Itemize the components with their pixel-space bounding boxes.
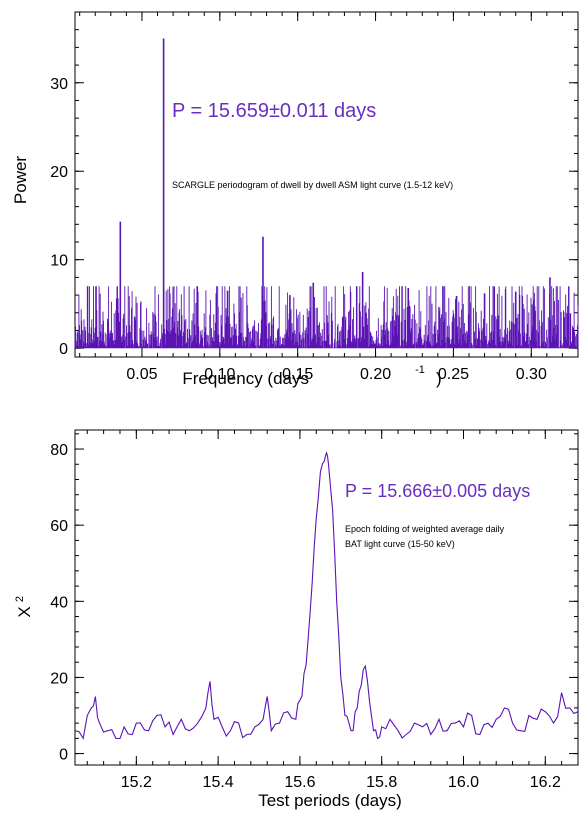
method-note: SCARGLE periodogram of dwell by dwell AS… — [172, 180, 453, 190]
y-axis-ticks: 0 20 40 60 80 — [50, 442, 578, 764]
x-tick-label: 16.0 — [448, 774, 479, 791]
chi-square-curve — [74, 451, 579, 740]
x-tick-label: 0.30 — [516, 366, 547, 383]
x-axis-label-close: ) — [436, 369, 442, 388]
y-tick-label: 60 — [50, 518, 68, 535]
y-tick-label: 0 — [59, 747, 68, 764]
x-tick-label: 0.25 — [438, 366, 469, 383]
x-axis-label: Frequency (days — [182, 369, 309, 388]
noise-floor — [74, 286, 579, 349]
x-axis-label-superscript: -1 — [415, 364, 425, 376]
x-axis-label: Test periods (days) — [258, 791, 402, 810]
y-axis-label: X — [15, 606, 34, 617]
x-tick-label: 16.2 — [530, 774, 561, 791]
x-axis-ticks: 0.05 0.10 0.15 0.20 0.25 0.30 — [126, 12, 547, 383]
method-note-line-2: BAT light curve (15-50 keV) — [345, 539, 455, 549]
y-axis-label-superscript: 2 — [14, 596, 26, 602]
x-tick-label: 0.10 — [204, 366, 235, 383]
y-tick-label: 40 — [50, 594, 68, 611]
x-tick-label: 15.2 — [121, 774, 152, 791]
y-axis-ticks: 0 10 20 30 — [50, 76, 578, 358]
y-tick-label: 20 — [50, 670, 68, 687]
y-tick-label: 20 — [50, 164, 68, 181]
x-tick-label: 0.05 — [126, 366, 157, 383]
y-axis-label: Power — [11, 156, 30, 205]
x-axis-ticks: 15.2 15.4 15.6 15.8 16.0 16.2 — [121, 430, 561, 791]
y-tick-label: 0 — [59, 341, 68, 358]
x-tick-label: 15.6 — [284, 774, 315, 791]
y-tick-label: 10 — [50, 253, 68, 270]
plot-frame — [74, 429, 579, 766]
x-tick-label: 15.8 — [366, 774, 397, 791]
x-tick-label: 0.15 — [282, 366, 313, 383]
period-annotation: P = 15.666±0.005 days — [345, 481, 530, 501]
x-tick-label: 0.20 — [360, 366, 391, 383]
x-tick-label: 15.4 — [203, 774, 234, 791]
y-tick-label: 30 — [50, 76, 68, 93]
y-tick-label: 80 — [50, 442, 68, 459]
panel-periodogram: 0.05 0.10 0.15 0.20 0.25 0.30 0 10 20 30 Power F… — [11, 11, 579, 388]
panel-epoch-folding: 15.2 15.4 15.6 15.8 16.0 16.2 0 20 40 60 80 X 2 T… — [14, 429, 579, 810]
periodogram-series — [74, 38, 579, 349]
method-note-line-1: Epoch folding of weighted average daily — [345, 524, 505, 534]
period-annotation: P = 15.659±0.011 days — [172, 100, 376, 122]
plot-frame — [74, 11, 579, 358]
